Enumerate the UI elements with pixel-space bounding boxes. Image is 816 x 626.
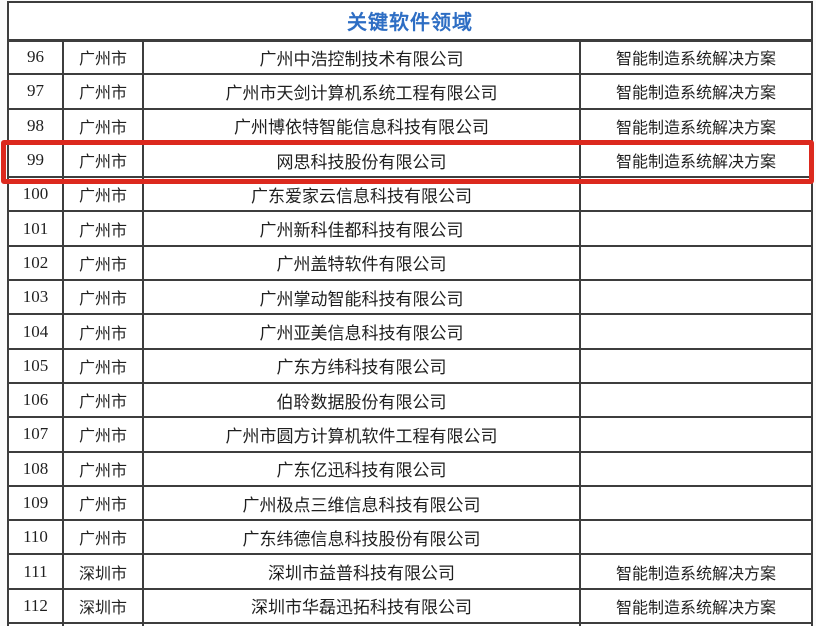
- solution-cell: [579, 450, 813, 487]
- city-cell: 广州市: [62, 347, 144, 384]
- table-row: 105 广州市 广东方纬科技有限公司: [7, 347, 813, 384]
- row-number-cell: 101: [7, 210, 64, 247]
- table-row: 96 广州市 广州中浩控制技术有限公司 智能制造系统解决方案: [7, 38, 813, 76]
- company-name-cell: 广州新科佳都科技有限公司: [142, 210, 581, 247]
- table-row: 107 广州市 广州市圆方计算机软件工程有限公司: [7, 416, 813, 453]
- solution-cell: 智能制造系统解决方案: [579, 107, 813, 144]
- table-row: 103 广州市 广州掌动智能科技有限公司: [7, 279, 813, 316]
- row-number-cell: 106: [7, 381, 64, 419]
- row-number-cell: 102: [7, 244, 64, 282]
- company-name-cell: 广东亿迅科技有限公司: [142, 450, 581, 487]
- city-cell: 深圳市: [62, 553, 144, 590]
- table-body: 96 广州市 广州中浩控制技术有限公司 智能制造系统解决方案 97 广州市 广州…: [7, 38, 813, 626]
- table-row: 102 广州市 广州盖特软件有限公司: [7, 244, 813, 282]
- row-number-cell: 98: [7, 107, 64, 144]
- city-cell: 广州市: [62, 141, 144, 179]
- company-name-cell: 广州掌动智能科技有限公司: [142, 279, 581, 316]
- company-name-cell: 深圳市益普科技有限公司: [142, 553, 581, 590]
- company-name-cell: 广州博依特智能信息科技有限公司: [142, 107, 581, 144]
- row-number-cell: [7, 622, 64, 626]
- city-cell: 广州市: [62, 484, 144, 522]
- table-title-row: 关键软件领域: [7, 1, 813, 42]
- company-name-cell: 广州极点三维信息科技有限公司: [142, 484, 581, 522]
- company-name-cell: 广州中浩控制技术有限公司: [142, 38, 581, 76]
- row-number-cell: 97: [7, 73, 64, 110]
- company-name-cell: 网思科技股份有限公司: [142, 141, 581, 179]
- city-cell: 广州市: [62, 38, 144, 76]
- table-row: 101 广州市 广州新科佳都科技有限公司: [7, 210, 813, 247]
- solution-cell: [579, 519, 813, 556]
- solution-cell: [579, 176, 813, 213]
- company-name-cell: 广州市天剑计算机系统工程有限公司: [142, 73, 581, 110]
- city-cell: 广州市: [62, 279, 144, 316]
- company-name-cell: [142, 622, 581, 626]
- solution-cell: [579, 313, 813, 350]
- table-row: 112 深圳市 深圳市华磊迅拓科技有限公司 智能制造系统解决方案: [7, 587, 813, 625]
- table-row: 109 广州市 广州极点三维信息科技有限公司: [7, 484, 813, 522]
- row-number-cell: 107: [7, 416, 64, 453]
- company-name-cell: 广州盖特软件有限公司: [142, 244, 581, 282]
- solution-cell: [579, 210, 813, 247]
- company-name-cell: 广东方纬科技有限公司: [142, 347, 581, 384]
- company-name-cell: 广东爱家云信息科技有限公司: [142, 176, 581, 213]
- table-row: 104 广州市 广州亚美信息科技有限公司: [7, 313, 813, 350]
- city-cell: 广州市: [62, 519, 144, 556]
- row-number-cell: 112: [7, 587, 64, 625]
- company-name-cell: 广州市圆方计算机软件工程有限公司: [142, 416, 581, 453]
- solution-cell: [579, 279, 813, 316]
- company-name-cell: 广州亚美信息科技有限公司: [142, 313, 581, 350]
- row-number-cell: 105: [7, 347, 64, 384]
- company-name-cell: 广东纬德信息科技股份有限公司: [142, 519, 581, 556]
- city-cell: 广州市: [62, 73, 144, 110]
- table-row: 100 广州市 广东爱家云信息科技有限公司: [7, 176, 813, 213]
- row-number-cell: 99: [7, 141, 64, 179]
- solution-cell: 智能制造系统解决方案: [579, 73, 813, 110]
- row-number-cell: 109: [7, 484, 64, 522]
- solution-cell: [579, 244, 813, 282]
- solution-cell: 智能制造系统解决方案: [579, 553, 813, 590]
- table-row: 106 广州市 伯聆数据股份有限公司: [7, 381, 813, 419]
- city-cell: 广州市: [62, 107, 144, 144]
- solution-cell: 智能制造系统解决方案: [579, 141, 813, 179]
- row-number-cell: 103: [7, 279, 64, 316]
- company-name-cell: 深圳市华磊迅拓科技有限公司: [142, 587, 581, 625]
- row-number-cell: 110: [7, 519, 64, 556]
- row-number-cell: 111: [7, 553, 64, 590]
- city-cell: 广州市: [62, 416, 144, 453]
- city-cell: 广州市: [62, 244, 144, 282]
- table-row: 110 广州市 广东纬德信息科技股份有限公司: [7, 519, 813, 556]
- table-row: 97 广州市 广州市天剑计算机系统工程有限公司 智能制造系统解决方案: [7, 73, 813, 110]
- city-cell: 广州市: [62, 176, 144, 213]
- city-cell: [62, 622, 144, 626]
- city-cell: 广州市: [62, 313, 144, 350]
- solution-cell: [579, 347, 813, 384]
- solution-cell: 智能制造系统解决方案: [579, 38, 813, 76]
- company-name-cell: 伯聆数据股份有限公司: [142, 381, 581, 419]
- table-row-partial: [7, 622, 813, 626]
- city-cell: 广州市: [62, 450, 144, 487]
- table-row: 111 深圳市 深圳市益普科技有限公司 智能制造系统解决方案: [7, 553, 813, 590]
- solution-cell: [579, 622, 813, 626]
- row-number-cell: 96: [7, 38, 64, 76]
- table-row: 108 广州市 广东亿迅科技有限公司: [7, 450, 813, 487]
- solution-cell: 智能制造系统解决方案: [579, 587, 813, 625]
- key-software-table: 关键软件领域 96 广州市 广州中浩控制技术有限公司 智能制造系统解决方案 97…: [7, 1, 813, 626]
- solution-cell: [579, 416, 813, 453]
- table-row: 98 广州市 广州博依特智能信息科技有限公司 智能制造系统解决方案: [7, 107, 813, 144]
- city-cell: 深圳市: [62, 587, 144, 625]
- table-row-highlighted: 99 广州市 网思科技股份有限公司 智能制造系统解决方案: [7, 141, 813, 179]
- city-cell: 广州市: [62, 381, 144, 419]
- solution-cell: [579, 381, 813, 419]
- row-number-cell: 100: [7, 176, 64, 213]
- city-cell: 广州市: [62, 210, 144, 247]
- row-number-cell: 104: [7, 313, 64, 350]
- row-number-cell: 108: [7, 450, 64, 487]
- solution-cell: [579, 484, 813, 522]
- table-title: 关键软件领域: [7, 1, 813, 42]
